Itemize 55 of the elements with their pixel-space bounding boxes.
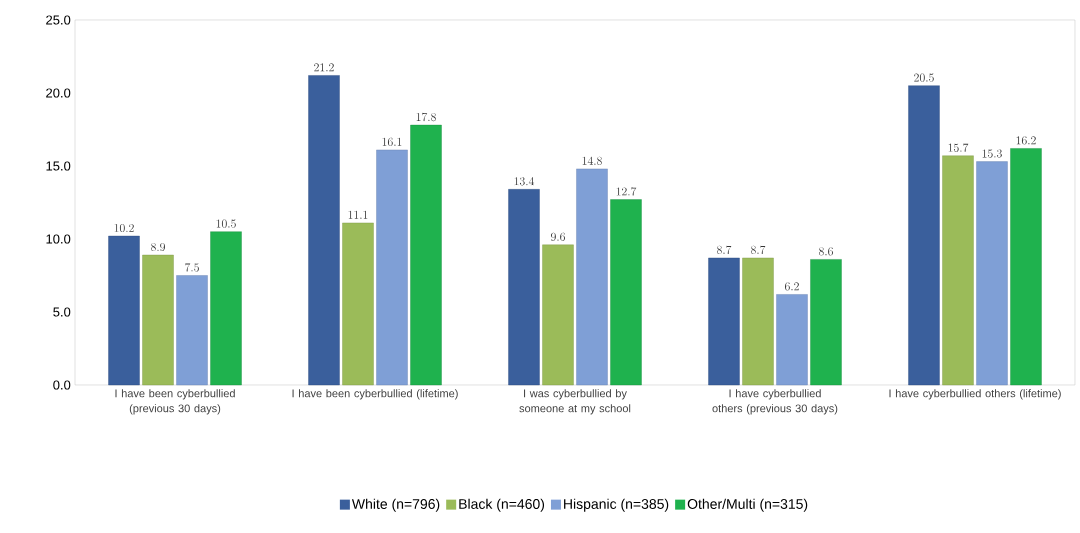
bar	[908, 85, 940, 386]
bar	[508, 189, 540, 386]
bar	[308, 75, 340, 386]
bar	[1010, 148, 1042, 386]
legend-label: Other/Multi (n=315)	[687, 498, 808, 512]
data-label: 9.6	[551, 232, 565, 241]
y-tick-label: 10.0	[46, 234, 71, 244]
data-label: 8.9	[151, 242, 165, 252]
data-label: 10.2	[114, 223, 134, 233]
y-tick-label: 20.0	[46, 88, 71, 98]
data-label: 8.7	[751, 245, 766, 255]
legend-label: Hispanic (n=385)	[564, 498, 669, 512]
data-label: 12.7	[616, 187, 637, 196]
data-label: 14.8	[582, 156, 602, 165]
bar	[542, 244, 574, 386]
y-tick-label: 5.0	[53, 307, 71, 317]
y-tick-label: 25.0	[46, 15, 71, 25]
data-label: 16.2	[1016, 136, 1036, 145]
data-label: 15.3	[982, 149, 1002, 158]
data-label: 7.5	[185, 263, 199, 272]
data-label: 13.4	[514, 177, 535, 186]
bar	[210, 231, 242, 386]
bar	[108, 235, 140, 386]
data-label: 16. 1	[382, 137, 402, 146]
data-label: 20.5	[914, 73, 934, 82]
bar	[976, 161, 1008, 386]
x-tick-label: I have been cyberbullied (lifetime)	[292, 389, 458, 400]
data-label: 11 . 1	[348, 210, 368, 219]
bar	[810, 259, 842, 386]
y-tick-label: 0.0	[53, 380, 71, 390]
bar	[942, 155, 974, 386]
bar	[708, 257, 740, 386]
x-tick-label: I was cyberbullied by someone at my school	[519, 389, 631, 415]
bar	[176, 275, 208, 386]
data-label: 15.7	[948, 143, 969, 152]
bar	[342, 222, 374, 386]
x-tick-label: I have been cyberbullied (previous 30 days)	[115, 389, 235, 415]
data-label: 21 .2	[314, 63, 334, 72]
x-tick-label: I have cyberbullied others (lifetime)	[889, 389, 1061, 400]
legend-label: White (n=796)	[351, 498, 440, 512]
x-tick-label: I have cyberbullied others (previous 30 days)	[712, 389, 838, 415]
data-label: 6.2	[785, 282, 799, 291]
data-label: 8.6	[819, 247, 833, 256]
bar	[776, 294, 808, 386]
bar	[576, 168, 608, 386]
bar	[142, 254, 174, 386]
bar	[376, 149, 408, 386]
data-label: 8.7	[717, 245, 732, 255]
legend-label: Black (n=460)	[459, 498, 545, 512]
data-label: 10.5	[216, 219, 236, 228]
bar	[742, 257, 774, 386]
bar	[410, 124, 442, 386]
data-label: 17.8	[416, 112, 436, 122]
bar	[610, 199, 642, 386]
y-tick-label: 15.0	[46, 161, 71, 171]
